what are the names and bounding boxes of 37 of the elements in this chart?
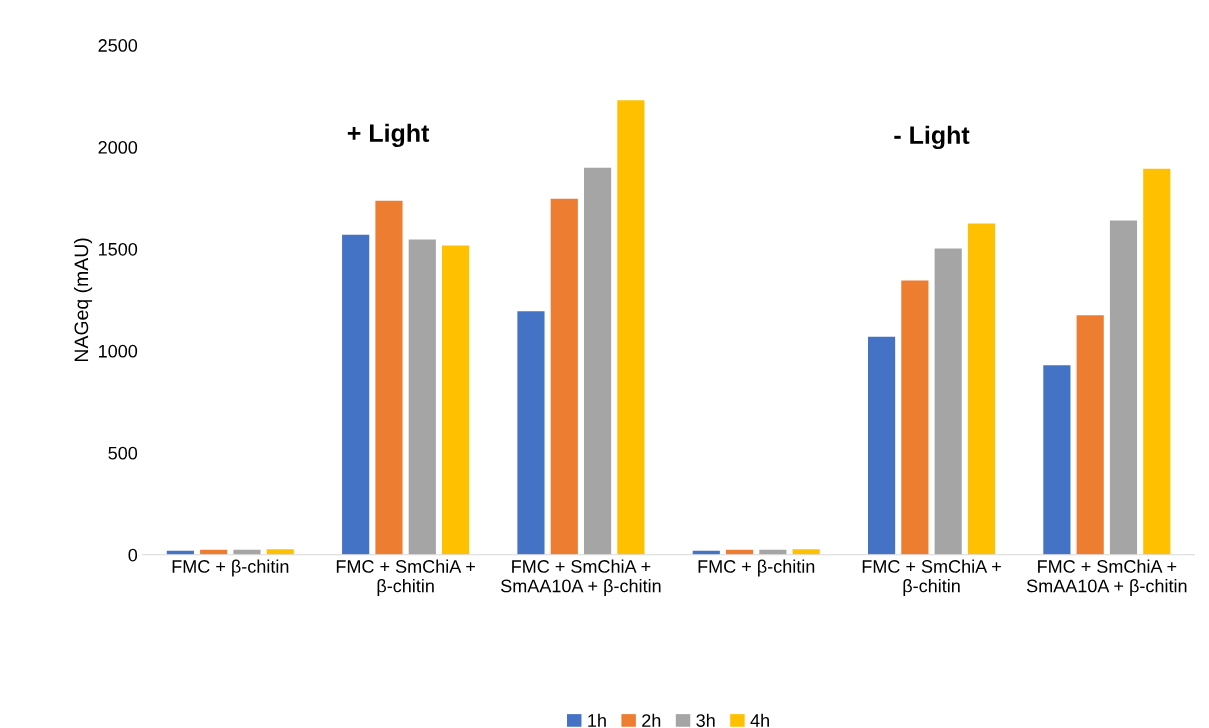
x-tick-label: FMC + SmChiA + β-chitin [336, 559, 475, 596]
bar [1143, 168, 1171, 555]
bar [792, 549, 820, 555]
bar [342, 234, 370, 555]
x-tick-label: FMC + SmChiA + SmAA10A + β-chitin [1026, 559, 1187, 596]
legend-label: 4h [750, 713, 769, 727]
annotation: + Light [347, 123, 430, 148]
bar [375, 200, 403, 555]
bar [901, 280, 929, 555]
legend-label: 2h [642, 713, 661, 727]
bar [266, 549, 294, 555]
bar [867, 336, 896, 555]
legend-label: 3h [696, 713, 715, 727]
y-tick-label: 1500 [99, 242, 138, 256]
bar [583, 167, 612, 555]
annotation: - Light [894, 125, 970, 150]
bar [934, 248, 962, 555]
bar [408, 239, 436, 555]
y-tick-label: 1000 [99, 344, 138, 358]
x-tick-label: FMC + β-chitin [172, 559, 289, 577]
y-tick-label: 0 [128, 548, 138, 562]
y-tick-label: 2000 [98, 140, 138, 154]
x-tick-label: FMC + SmChiA + SmAA10A + β-chitin [501, 559, 661, 596]
y-axis-title: NAGeq (mAU) [73, 238, 93, 361]
bar [1109, 220, 1138, 555]
x-tick-label: FMC + β-chitin [698, 559, 815, 577]
bar [550, 198, 578, 555]
legend-label: 1h [588, 713, 606, 727]
y-tick-label: 500 [108, 446, 138, 460]
y-tick-label: 2500 [98, 39, 138, 52]
bar [967, 223, 996, 555]
bar [1076, 315, 1104, 555]
x-tick-label: FMC + SmChiA + β-chitin [862, 559, 1001, 596]
bar [442, 245, 470, 555]
bar [1043, 365, 1071, 555]
bar [617, 100, 645, 555]
bar [517, 311, 545, 555]
